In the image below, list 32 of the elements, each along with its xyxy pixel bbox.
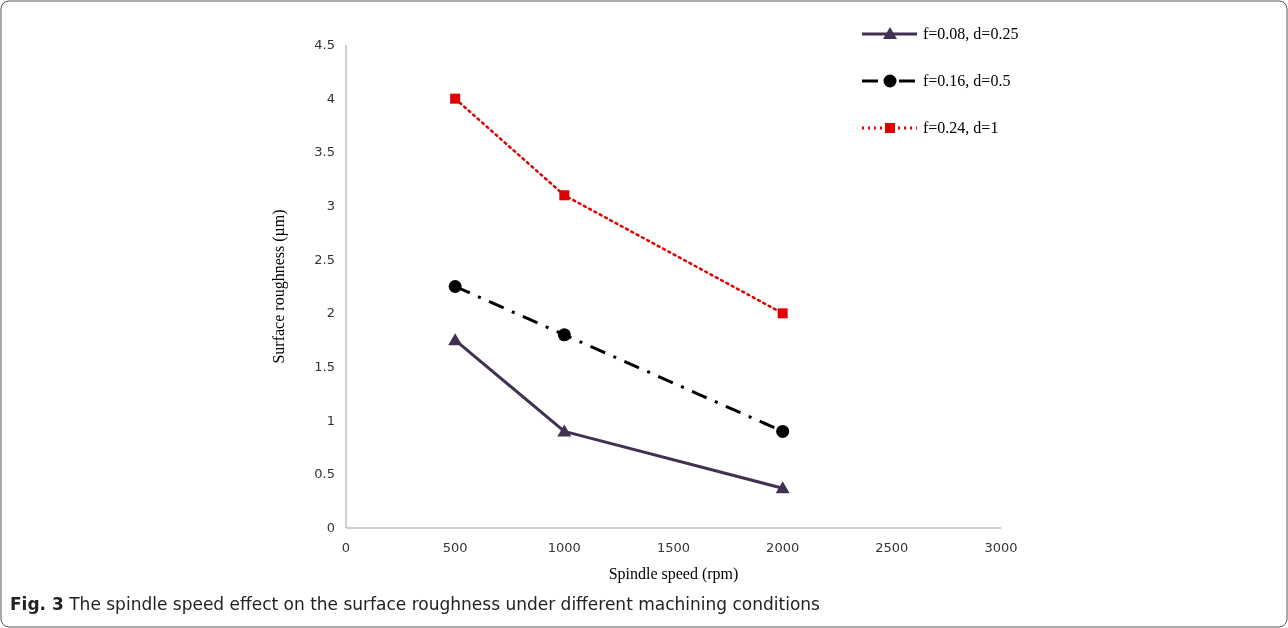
point (557, 328, 571, 342)
x-tick-label: 1500 (656, 540, 691, 555)
point (777, 308, 788, 319)
point (775, 481, 790, 494)
point (559, 190, 570, 201)
y-tick-label: 2 (326, 305, 335, 321)
point (450, 93, 461, 104)
x-tick-label: 500 (442, 540, 468, 555)
x-tick-label: 1000 (547, 540, 581, 555)
x-tick-label: 2500 (875, 540, 909, 555)
x-tick-label: 0 (341, 540, 351, 555)
legend-label: f=0.08, d=0.25 (923, 25, 1019, 42)
legend-label: f=0.24, d=1 (923, 119, 999, 136)
point (776, 424, 790, 438)
y-tick-label: 4 (326, 90, 335, 106)
y-tick-label: 3.5 (314, 144, 335, 160)
point (448, 280, 462, 293)
y-tick-label: 0 (326, 520, 335, 535)
x-tick-label: 3000 (984, 540, 1018, 555)
x-tick-label: 2000 (766, 540, 800, 555)
y-axis-title: Surface roughness (µm) (270, 209, 288, 364)
x-axis-title: Spindle speed (rpm) (608, 565, 739, 583)
y-tick-label: 3 (326, 198, 335, 213)
y-tick-label: 4.5 (314, 37, 335, 52)
point (557, 424, 572, 437)
y-tick-label: 0.5 (314, 466, 335, 482)
y-tick-label: 1.5 (314, 359, 335, 374)
caption: Fig. 3 The spindle speed effect on the surface roughness under different machining conditions (10, 594, 821, 614)
y-tick-label: 2.5 (314, 251, 335, 267)
point (448, 333, 463, 346)
y-tick-label: 1 (326, 412, 335, 428)
legend-label: f=0.16, d=0.5 (923, 72, 1011, 89)
